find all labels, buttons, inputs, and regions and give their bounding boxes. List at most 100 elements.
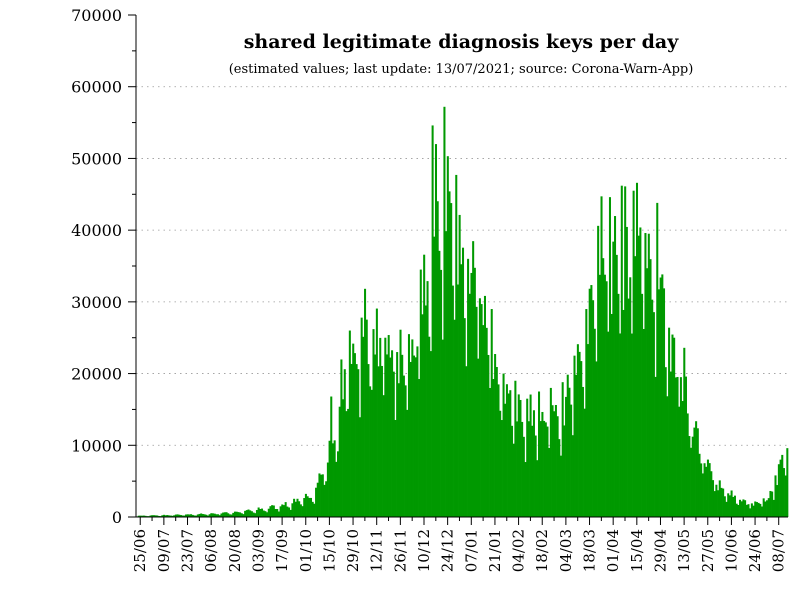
bar (282, 505, 285, 517)
bar (407, 334, 410, 517)
bar (576, 344, 579, 517)
bar (656, 202, 659, 518)
bar (421, 314, 424, 517)
bar (571, 435, 574, 517)
bar (227, 513, 230, 517)
x-tick-label: 18/02 (533, 529, 551, 572)
bar (330, 396, 333, 517)
bar (784, 475, 787, 517)
bar (441, 339, 444, 517)
bar (674, 377, 677, 517)
bar (468, 293, 471, 517)
bar (179, 515, 182, 517)
bar (759, 503, 762, 517)
bar (340, 359, 343, 517)
bar (497, 384, 500, 517)
bar (512, 443, 515, 517)
bar (213, 513, 216, 517)
bar (377, 366, 380, 517)
bar (259, 509, 262, 517)
bar (303, 498, 306, 517)
bar (249, 510, 252, 517)
bar (766, 500, 769, 517)
bar (698, 453, 701, 517)
bar (676, 376, 679, 517)
bar (637, 235, 640, 518)
bar (487, 354, 490, 517)
bar (669, 371, 672, 517)
bar (482, 325, 485, 517)
bar (600, 196, 603, 517)
bar (230, 514, 233, 517)
bar (671, 334, 674, 517)
bar (703, 463, 706, 517)
bar (649, 259, 652, 517)
bar (462, 247, 465, 517)
bar (409, 361, 412, 517)
bar (320, 474, 323, 517)
x-tick-label: 21/01 (486, 529, 504, 572)
bar (331, 443, 334, 517)
bar (607, 331, 610, 517)
bar (396, 352, 399, 517)
bar (612, 241, 615, 517)
bar (505, 384, 508, 517)
bar (225, 512, 228, 517)
bar (157, 515, 160, 517)
bar (629, 277, 632, 517)
y-tick-label: 40000 (71, 221, 122, 240)
bar (516, 421, 519, 517)
bar (438, 250, 441, 517)
bar (718, 480, 721, 517)
bar (212, 513, 215, 517)
bar (617, 293, 620, 517)
bar (509, 390, 512, 517)
bar (394, 419, 397, 517)
y-tick-label: 50000 (71, 149, 122, 168)
bar (306, 496, 309, 517)
bar (154, 515, 157, 517)
x-tick-label: 29/04 (651, 529, 669, 572)
bar (171, 515, 174, 517)
bar (389, 357, 392, 517)
bar (475, 306, 478, 517)
bar (164, 515, 167, 517)
bar (315, 487, 318, 517)
bar (485, 327, 488, 517)
bar (635, 182, 639, 517)
bar (597, 225, 600, 517)
bar-series (136, 106, 789, 518)
bar (728, 495, 731, 517)
bar (534, 435, 537, 517)
bar (605, 281, 608, 517)
bar (544, 422, 547, 517)
bar (502, 373, 505, 517)
bar (568, 387, 571, 517)
bar (757, 502, 760, 517)
bar (311, 501, 314, 517)
x-tick-label: 13/05 (675, 529, 693, 572)
bar (733, 495, 736, 517)
bar (323, 484, 326, 517)
bar (272, 505, 275, 517)
bar (178, 514, 181, 517)
x-tick-label: 04/02 (510, 529, 528, 572)
bar (326, 462, 329, 517)
bar (335, 461, 338, 517)
x-tick-label: 26/11 (391, 529, 409, 572)
bar (281, 504, 284, 517)
bar (740, 501, 743, 517)
x-tick-label: 01/04 (604, 529, 622, 572)
bar (414, 357, 417, 517)
x-tick-label: 15/04 (628, 529, 646, 572)
bar (308, 497, 311, 517)
bar (220, 513, 223, 517)
bar (693, 427, 696, 517)
bar (296, 498, 299, 517)
bar (652, 312, 655, 517)
x-tick-label: 12/11 (368, 529, 386, 572)
bar (495, 366, 498, 517)
bar (385, 354, 389, 517)
bar (169, 515, 172, 517)
bar (411, 339, 414, 517)
